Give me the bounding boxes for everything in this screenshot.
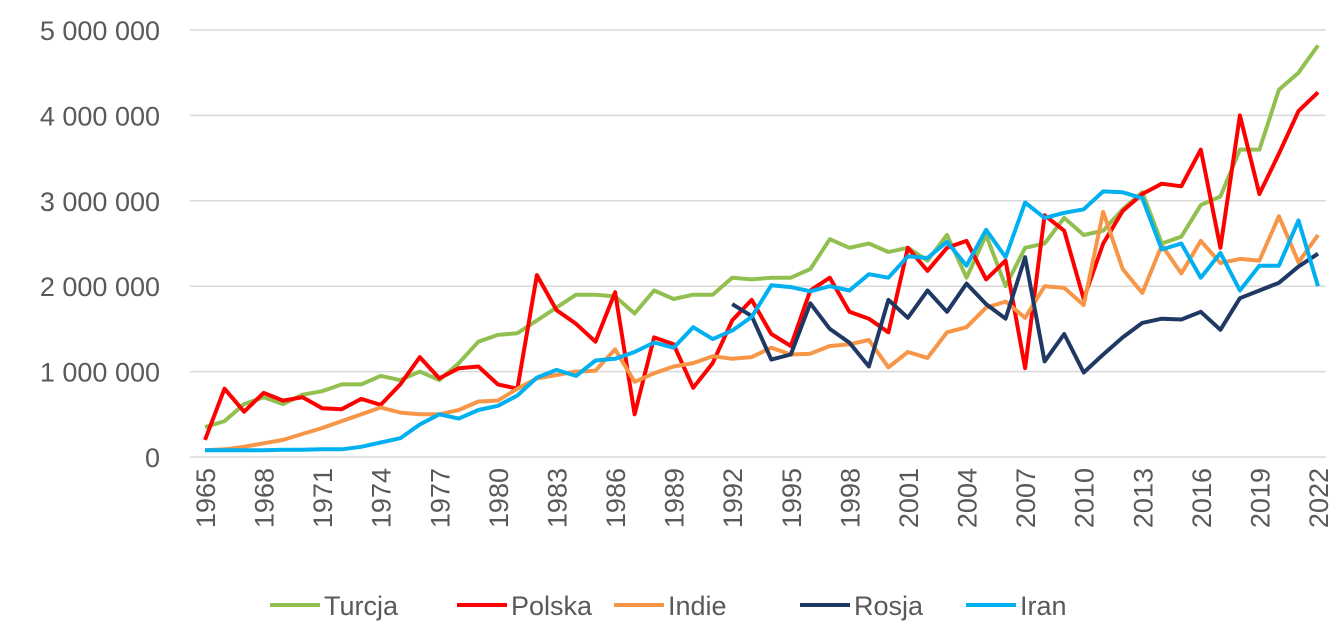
- legend-label: Indie: [668, 591, 727, 621]
- series-line: [204, 44, 1320, 430]
- legend-label: Polska: [511, 591, 593, 621]
- x-tick-label: 2019: [1245, 468, 1275, 528]
- series-line: [204, 209, 1320, 453]
- y-tick-label: 2 000 000: [40, 272, 160, 302]
- x-tick-label: 1974: [367, 468, 397, 528]
- x-tick-label: 2010: [1070, 468, 1100, 528]
- x-tick-label: 1968: [250, 468, 280, 528]
- x-tick-label: 1971: [308, 468, 338, 528]
- y-tick-label: 0: [145, 443, 160, 473]
- x-tick-label: 1983: [542, 468, 572, 528]
- x-tick-label: 2013: [1128, 468, 1158, 528]
- x-tick-label: 1980: [484, 468, 514, 528]
- x-tick-label: 1965: [191, 468, 221, 528]
- series-line: [203, 90, 1320, 441]
- x-tick-label: 2001: [894, 468, 924, 528]
- series-line: [205, 189, 1320, 453]
- x-tick-label: 1986: [601, 468, 631, 528]
- x-tick-label: 2007: [1011, 468, 1041, 528]
- x-tick-label: 1998: [835, 468, 865, 528]
- x-tick-label: 2022: [1304, 468, 1334, 528]
- x-tick-label: 1989: [660, 468, 690, 528]
- legend-label: Iran: [1020, 591, 1067, 621]
- series-line: [731, 252, 1320, 375]
- y-tick-label: 3 000 000: [40, 187, 160, 217]
- x-tick-label: 1977: [425, 468, 455, 528]
- x-tick-label: 1992: [718, 468, 748, 528]
- y-tick-label: 1 000 000: [40, 358, 160, 388]
- y-tick-label: 5 000 000: [40, 16, 160, 46]
- legend-label: Turcja: [324, 591, 399, 621]
- x-tick-label: 1995: [777, 468, 807, 528]
- x-tick-label: 2004: [953, 468, 983, 528]
- legend-label: Rosja: [854, 591, 924, 621]
- y-tick-label: 4 000 000: [40, 101, 160, 131]
- x-tick-label: 2016: [1187, 468, 1217, 528]
